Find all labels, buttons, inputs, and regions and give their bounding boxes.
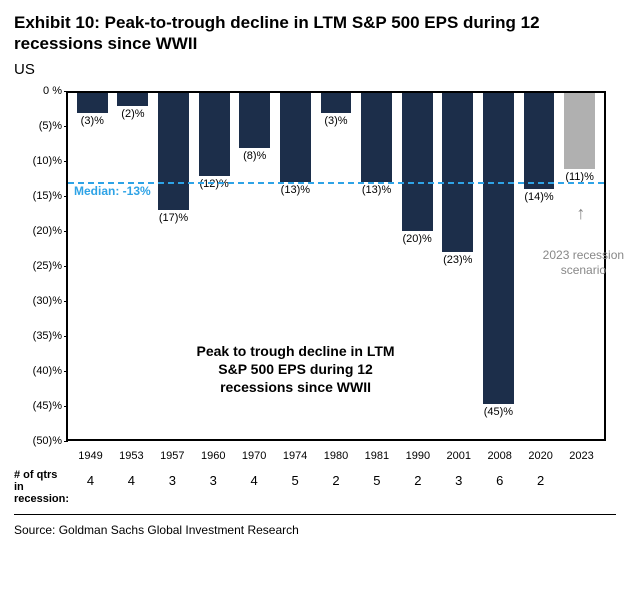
y-tick: (30)% xyxy=(14,295,62,307)
bar xyxy=(280,93,311,183)
x-tick-label: 1960 xyxy=(193,450,234,462)
bar xyxy=(564,93,595,169)
x-axis-labels: 1949195319571960197019741980198119902001… xyxy=(66,450,606,462)
y-tick: (5)% xyxy=(14,120,62,132)
quarters-value: 4 xyxy=(111,469,152,505)
bar-column: (23)% xyxy=(437,93,478,439)
bar-value-label: (17)% xyxy=(159,212,188,224)
quarters-value: 3 xyxy=(152,469,193,505)
x-tick-label: 1981 xyxy=(356,450,397,462)
bar xyxy=(321,93,352,114)
bar xyxy=(524,93,555,190)
bar-value-label: (3)% xyxy=(324,115,347,127)
x-tick-label: 1974 xyxy=(275,450,316,462)
y-tick: (45)% xyxy=(14,400,62,412)
bar-value-label: (2)% xyxy=(121,108,144,120)
bar xyxy=(442,93,473,252)
x-tick-label: 1990 xyxy=(397,450,438,462)
bar xyxy=(199,93,230,176)
chart: 0 % (5)% (10)% (15)% (20)% (25)% (30)% (35)% (40… xyxy=(14,86,616,506)
bar-column: (45)% xyxy=(478,93,519,439)
x-tick-label: 2020 xyxy=(520,450,561,462)
exhibit-title: Exhibit 10: Peak-to-trough decline in LT… xyxy=(14,12,616,55)
y-tick: (25)% xyxy=(14,260,62,272)
bar-value-label: (8)% xyxy=(243,150,266,162)
quarters-value: 5 xyxy=(356,469,397,505)
quarters-values: 443345252362 xyxy=(66,469,606,505)
scenario-arrow: ↑ xyxy=(576,203,585,224)
quarters-row: # of qtrs in recession: 443345252362 xyxy=(14,469,606,505)
bar-value-label: (11)% xyxy=(565,171,594,183)
bar-value-label: (13)% xyxy=(362,184,391,196)
x-tick-label: 1957 xyxy=(152,450,193,462)
x-tick-label: 1953 xyxy=(111,450,152,462)
x-tick-label: 2008 xyxy=(479,450,520,462)
y-tick: (35)% xyxy=(14,330,62,342)
quarters-value: 5 xyxy=(275,469,316,505)
plot-area: (3)%(2)%(17)%(12)%(8)%(13)%(3)%(13)%(20)… xyxy=(66,91,606,441)
quarters-value: 2 xyxy=(397,469,438,505)
quarters-value: 2 xyxy=(520,469,561,505)
divider xyxy=(14,514,616,515)
bar-value-label: (14)% xyxy=(524,191,553,203)
x-tick-label: 1980 xyxy=(316,450,357,462)
y-tick: 0 % xyxy=(14,85,62,97)
quarters-value: 6 xyxy=(479,469,520,505)
bar xyxy=(361,93,392,183)
exhibit-subtitle: US xyxy=(14,61,616,78)
y-tick: (40)% xyxy=(14,365,62,377)
quarters-value: 3 xyxy=(438,469,479,505)
y-tick: (10)% xyxy=(14,155,62,167)
source-text: Source: Goldman Sachs Global Investment … xyxy=(14,523,616,537)
scenario-label: 2023 recession scenario xyxy=(538,248,629,277)
bar xyxy=(239,93,270,148)
x-tick-label: 1970 xyxy=(234,450,275,462)
y-tick: (20)% xyxy=(14,225,62,237)
bar xyxy=(483,93,514,404)
bar-value-label: (3)% xyxy=(81,115,104,127)
quarters-value: 3 xyxy=(193,469,234,505)
quarters-value: 4 xyxy=(70,469,111,505)
bar-value-label: (23)% xyxy=(443,254,472,266)
bar xyxy=(117,93,148,107)
x-tick-label: 2023 xyxy=(561,450,602,462)
bar-value-label: (45)% xyxy=(484,406,513,418)
bar-column: (2)% xyxy=(113,93,154,439)
y-tick: (15)% xyxy=(14,190,62,202)
bar xyxy=(402,93,433,231)
bar-value-label: (20)% xyxy=(403,233,432,245)
median-label: Median: -13% xyxy=(74,184,151,198)
bar-value-label: (13)% xyxy=(281,184,310,196)
quarters-value: 4 xyxy=(234,469,275,505)
chart-caption: Peak to trough decline in LTM S&P 500 EP… xyxy=(181,342,411,397)
bar-column: (3)% xyxy=(72,93,113,439)
bar xyxy=(158,93,189,211)
x-tick-label: 1949 xyxy=(70,450,111,462)
x-tick-label: 2001 xyxy=(438,450,479,462)
quarters-value: 2 xyxy=(316,469,357,505)
quarters-value xyxy=(561,469,602,505)
quarters-header: # of qtrs in recession: xyxy=(14,469,66,505)
y-tick: (50)% xyxy=(14,435,62,447)
bar xyxy=(77,93,108,114)
